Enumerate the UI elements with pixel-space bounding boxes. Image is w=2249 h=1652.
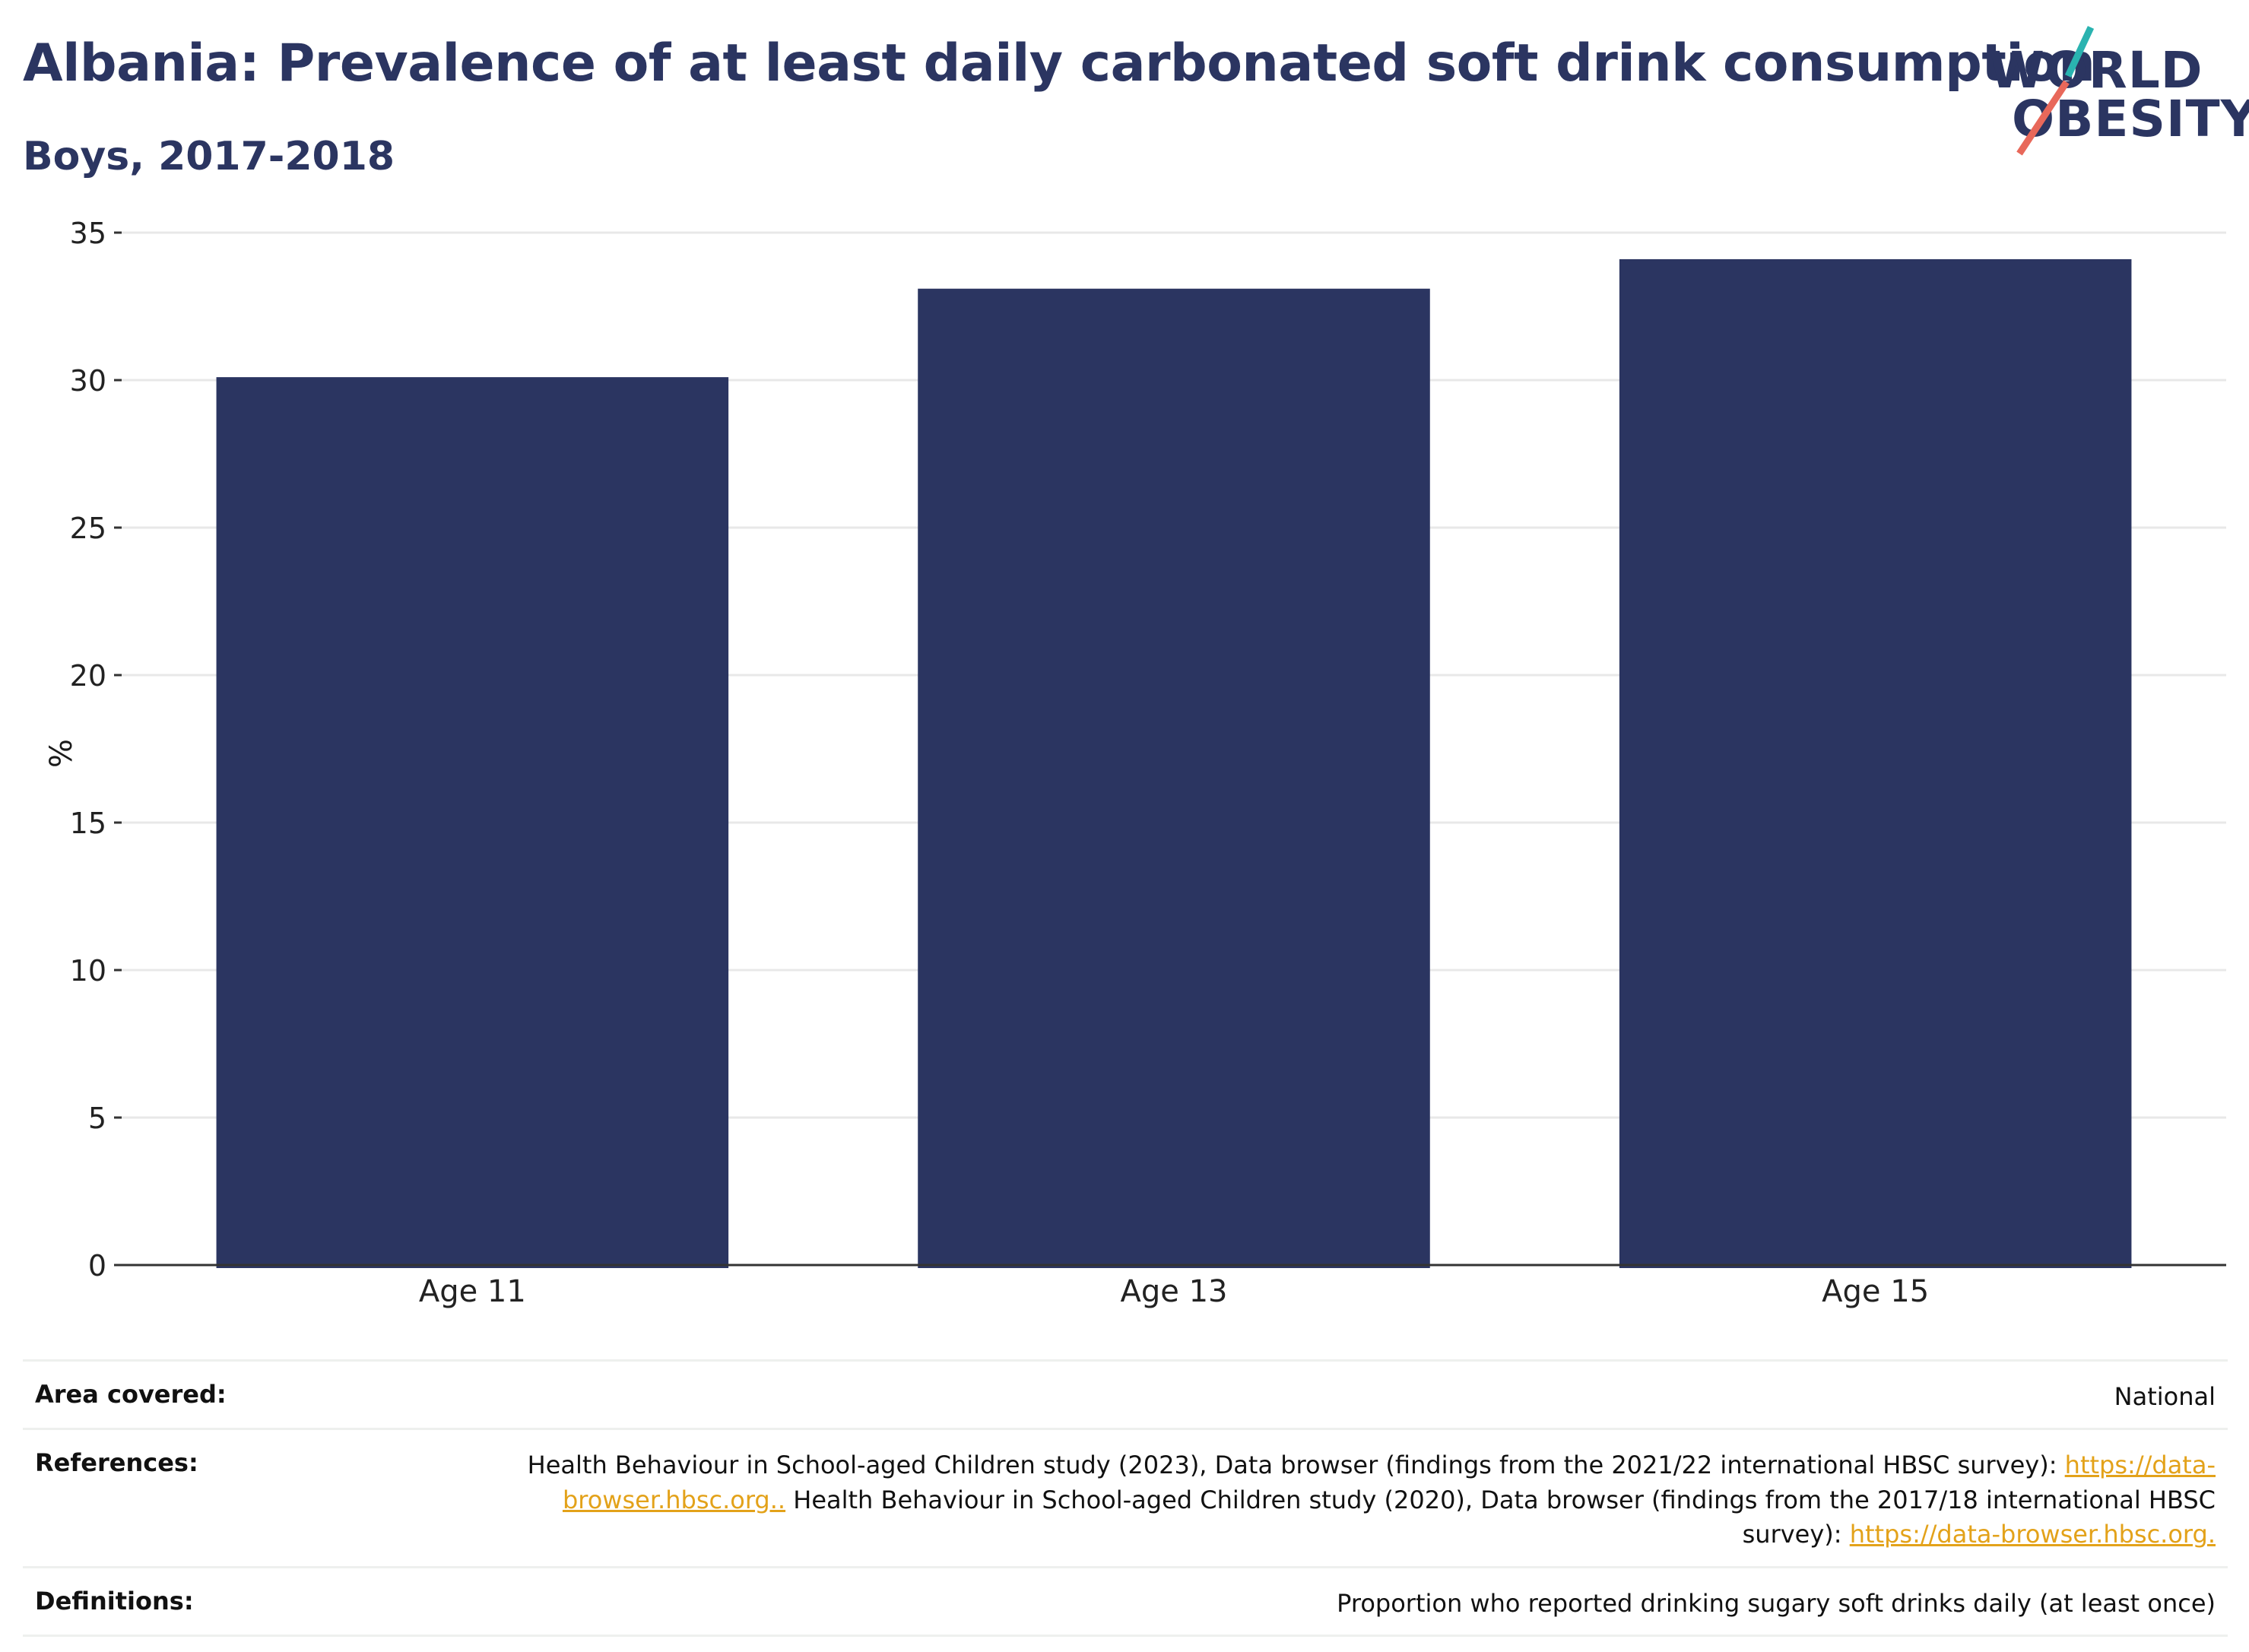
y-tick-label: 10 <box>70 954 106 988</box>
x-tick-label: Age 13 <box>1121 1274 1228 1309</box>
x-tick-label: Age 15 <box>1822 1274 1929 1309</box>
area-covered-row: Area covered: National <box>23 1359 2228 1428</box>
bar-age-13[interactable] <box>918 288 1430 1269</box>
axes: 0 5 10 15 20 25 30 35 Age 11 Age 13 Age 15 <box>70 217 2226 1309</box>
bar-age-11[interactable] <box>216 377 729 1268</box>
y-tick-label: 25 <box>70 512 106 545</box>
reference-text-2: Health Behaviour in School-aged Children… <box>785 1485 2216 1549</box>
reference-link-2[interactable]: https://data-browser.hbsc.org. <box>1849 1520 2216 1549</box>
reference-text-1: Health Behaviour in School-aged Children… <box>527 1451 2065 1480</box>
references-row: References: Health Behaviour in School-a… <box>23 1428 2228 1565</box>
references-label: References: <box>35 1448 198 1478</box>
bars <box>216 258 2132 1269</box>
info-table: Area covered: National References: Healt… <box>23 1359 2228 1638</box>
y-tick-label: 5 <box>88 1102 106 1135</box>
definitions-label: Definitions: <box>35 1586 194 1616</box>
references-value: Health Behaviour in School-aged Children… <box>23 1430 2228 1565</box>
definitions-value: Proportion who reported drinking sugary … <box>1337 1588 2216 1618</box>
area-covered-label: Area covered: <box>35 1380 227 1409</box>
y-axis-title: % <box>44 738 80 769</box>
area-covered-value: National <box>2114 1382 2216 1411</box>
definitions-row: Definitions: Proportion who reported dri… <box>23 1565 2228 1638</box>
bar-age-15[interactable] <box>1619 258 2132 1269</box>
y-tick-label: 35 <box>70 217 106 250</box>
chart-subtitle: Boys, 2017-2018 <box>23 134 395 179</box>
x-tick-label: Age 11 <box>419 1274 526 1309</box>
chart-title: Albania: Prevalence of at least daily ca… <box>23 33 2095 94</box>
y-tick-label: 0 <box>88 1249 106 1283</box>
logo-line-1: WORLD <box>1989 41 2203 100</box>
logo-slash-icon <box>2016 26 2095 156</box>
y-tick-label: 20 <box>70 659 106 693</box>
y-tick-label: 15 <box>70 807 106 840</box>
world-obesity-logo: WORLD OBESITY <box>1984 23 2249 160</box>
reference-link-1[interactable]: https://data-browser.hbsc.org.. <box>562 1451 2216 1514</box>
bar-chart: 0 5 10 15 20 25 30 35 Age 11 Age 13 Age 15 <box>70 217 2226 1309</box>
y-tick-label: 30 <box>70 364 106 398</box>
